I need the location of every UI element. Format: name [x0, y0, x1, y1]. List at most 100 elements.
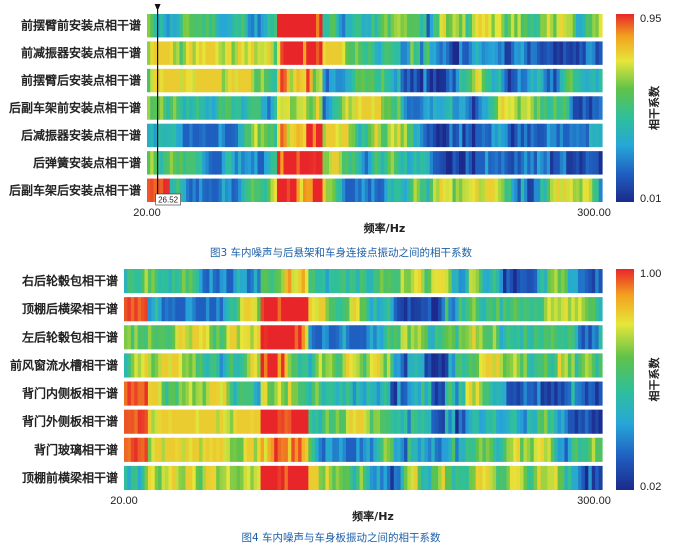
coherence-cell	[301, 409, 306, 434]
coherence-cell	[339, 465, 344, 491]
coherence-cell	[571, 409, 576, 434]
coherence-cell	[304, 269, 309, 294]
coherence-cell	[176, 41, 181, 65]
coherence-cell	[168, 409, 173, 434]
coherence-cell	[348, 68, 353, 93]
coherence-cell	[416, 41, 421, 65]
coherence-cell	[376, 297, 381, 322]
coherence-cell	[137, 297, 142, 322]
coherence-cell	[205, 325, 210, 350]
coherence-cell	[335, 297, 340, 322]
coherence-cell	[137, 353, 142, 378]
coherence-cell	[335, 437, 340, 462]
coherence-cell	[153, 14, 158, 38]
coherence-cell	[383, 437, 388, 462]
coherence-cell	[253, 465, 258, 491]
coherence-cell	[523, 353, 528, 378]
coherence-cell	[182, 151, 187, 175]
coherence-cell	[451, 353, 456, 378]
coherence-cell	[236, 297, 241, 322]
coherence-cell	[410, 381, 415, 406]
coherence-cell	[144, 409, 149, 434]
coherence-cell	[212, 409, 217, 434]
coherence-cell	[595, 96, 600, 120]
coherence-cell	[293, 151, 298, 175]
coherence-cell	[267, 269, 272, 294]
coherence-cell	[540, 325, 545, 350]
coherence-cell	[173, 41, 177, 65]
coherence-cell	[451, 437, 456, 462]
coherence-cell	[424, 325, 429, 350]
coherence-cell	[526, 269, 531, 294]
coherence-cell	[267, 437, 272, 462]
coherence-cell	[179, 68, 184, 93]
coherence-cell	[446, 96, 450, 120]
coherence-cell	[328, 465, 333, 491]
coherence-cell	[557, 465, 562, 491]
coherence-cell	[218, 151, 223, 175]
coherence-cell	[175, 409, 180, 434]
coherence-cell	[130, 269, 135, 294]
coherence-cell	[537, 437, 542, 462]
coherence-cell	[348, 123, 353, 148]
coherence-cell	[171, 437, 176, 462]
coherence-cell	[185, 297, 190, 322]
coherence-cell	[231, 178, 236, 202]
coherence-cell	[488, 96, 493, 120]
coherence-cell	[229, 465, 234, 491]
coherence-cell	[581, 381, 586, 406]
coherence-cell	[472, 381, 477, 406]
coherence-cell	[579, 68, 584, 93]
x-tick-min: 20.00	[133, 207, 161, 219]
coherence-cell	[414, 381, 419, 406]
coherence-cell	[339, 409, 344, 434]
coherence-cell	[472, 96, 476, 120]
coherence-cell	[284, 325, 289, 350]
coherence-strip	[147, 151, 603, 175]
coherence-cell	[446, 14, 450, 38]
coherence-cell	[273, 96, 278, 120]
coherence-cell	[270, 14, 275, 38]
coherence-cell	[267, 68, 272, 93]
coherence-cell	[540, 178, 545, 202]
coherence-cell	[246, 437, 251, 462]
coherence-cell	[309, 178, 314, 202]
coherence-cell	[328, 437, 333, 462]
coherence-cell	[316, 14, 320, 38]
coherence-cell	[506, 297, 511, 322]
coherence-cell	[296, 123, 301, 148]
coherence-cell	[559, 178, 564, 202]
coherence-cell	[308, 381, 313, 406]
cursor-marker-icon[interactable]	[154, 4, 161, 11]
coherence-cell	[485, 437, 490, 462]
coherence-cell	[349, 269, 354, 294]
coherence-cell	[390, 151, 395, 175]
coherence-cell	[550, 297, 555, 322]
coherence-cell	[407, 14, 411, 38]
coherence-cell	[576, 178, 580, 202]
coherence-cell	[530, 437, 535, 462]
coherence-cell	[579, 151, 584, 175]
coherence-cell	[479, 325, 484, 350]
coherence-cell	[311, 437, 316, 462]
coherence-cell	[208, 96, 213, 120]
coherence-cell	[442, 96, 447, 120]
coherence-cell	[351, 41, 356, 65]
coherence-cell	[567, 325, 572, 350]
coherence-cell	[462, 123, 467, 148]
coherence-cell	[335, 269, 340, 294]
coherence-cell	[298, 409, 303, 434]
coherence-cell	[130, 381, 135, 406]
coherence-cell	[591, 325, 596, 350]
coherence-cell	[273, 178, 278, 202]
coherence-cell	[403, 269, 408, 294]
coherence-cell	[417, 381, 422, 406]
coherence-cell	[257, 353, 262, 378]
coherence-cell	[225, 14, 229, 38]
coherence-cell	[400, 151, 405, 175]
row-label: 前减振器安装点相干谱	[21, 45, 141, 60]
coherence-cell	[281, 465, 286, 491]
coherence-cell	[564, 353, 569, 378]
coherence-cell	[216, 465, 221, 491]
